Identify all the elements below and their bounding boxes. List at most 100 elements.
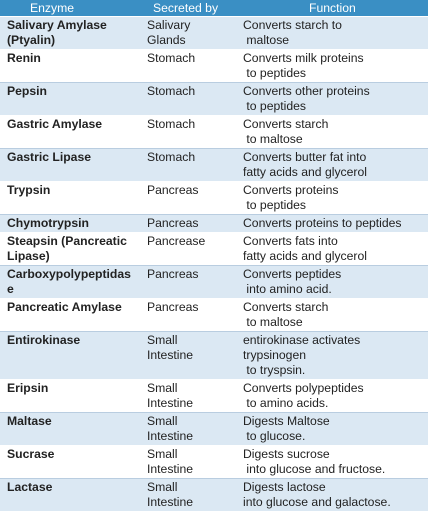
function-cell-line: Converts milk proteins (243, 51, 364, 65)
enzyme-cell-line: Gastric Amylase (7, 117, 103, 131)
header-secreted-by: Secreted by (145, 0, 241, 17)
function-cell-line: to glucose. (243, 429, 306, 443)
enzyme-cell: Sucrase (0, 445, 145, 479)
secreted-by-cell-line: Intestine (147, 462, 194, 476)
secreted-by-cell: Pancrease (145, 232, 241, 266)
table-row: Sucrase Small Intestine Digests sucrose int… (0, 445, 428, 479)
function-cell-line: to tryspsin. (243, 363, 306, 377)
table-row: Carboxypolypeptidas e Pancreas Converts pep… (0, 265, 428, 299)
function-cell-line: Converts starch (243, 300, 329, 314)
secreted-by-cell: Small Intestine (145, 331, 241, 380)
function-cell-line: Digests lactose (243, 480, 326, 494)
function-cell: Digests lactose into glucose and galactos… (241, 478, 428, 512)
function-cell: Converts milk proteins to peptides (241, 49, 428, 83)
function-cell-line: maltose (243, 33, 290, 47)
enzyme-cell: Carboxypolypeptidas e (0, 265, 145, 299)
secreted-by-cell: Pancreas (145, 181, 241, 215)
secreted-by-cell-line: Pancreas (147, 267, 199, 281)
function-cell-line: into glucose and galactose. (243, 495, 391, 509)
function-cell: Converts starch to maltose (241, 298, 428, 332)
function-cell-line: Converts starch (243, 117, 329, 131)
secreted-by-cell-line: Intestine (147, 348, 194, 362)
table-row: Renin Stomach Converts milk proteins to pe… (0, 49, 428, 83)
secreted-by-cell: Stomach (145, 115, 241, 149)
secreted-by-cell-line: Glands (147, 33, 186, 47)
enzyme-cell-line: Lactase (7, 480, 53, 494)
enzyme-cell: Chymotrypsin (0, 214, 145, 233)
secreted-by-cell-line: Pancrease (147, 234, 206, 248)
table-row: Chymotrypsin Pancreas Converts proteins to… (0, 214, 428, 233)
secreted-by-cell: Stomach (145, 49, 241, 83)
enzyme-cell: Eripsin (0, 379, 145, 413)
table-row: Pancreatic Amylase Pancreas Converts starc… (0, 298, 428, 332)
function-cell: Converts proteins to peptides (241, 214, 428, 233)
enzyme-cell-line: Sucrase (7, 447, 55, 461)
enzyme-cell: Salivary Amylase (Ptyalin) (0, 16, 145, 50)
function-cell: Converts other proteins to peptides (241, 82, 428, 116)
secreted-by-cell-line: Small (147, 381, 178, 395)
enzyme-cell: Steapsin (Pancreatic Lipase) (0, 232, 145, 266)
secreted-by-cell-line: Pancreas (147, 300, 199, 314)
secreted-by-cell: Stomach (145, 148, 241, 182)
secreted-by-cell-line: Small (147, 480, 178, 494)
enzyme-cell: Pepsin (0, 82, 145, 116)
enzyme-cell-line: Pancreatic Amylase (7, 300, 122, 314)
header-function: Function (241, 0, 428, 17)
secreted-by-cell-line: Pancreas (147, 216, 199, 230)
enzyme-cell-line: Chymotrypsin (7, 216, 89, 230)
enzyme-cell: Maltase (0, 412, 145, 446)
function-cell-line: Converts polypeptides (243, 381, 364, 395)
enzyme-cell-line: Carboxypolypeptidas (7, 267, 131, 281)
enzyme-cell: Renin (0, 49, 145, 83)
function-cell: entirokinase activates trypsinogen to try… (241, 331, 428, 380)
secreted-by-cell: Salivary Glands (145, 16, 241, 50)
function-cell-line: fatty acids and glycerol (243, 165, 367, 179)
function-cell-line: into glucose and fructose. (243, 462, 386, 476)
secreted-by-cell: Small Intestine (145, 379, 241, 413)
secreted-by-cell-line: Small (147, 414, 178, 428)
secreted-by-cell-line: Small (147, 447, 178, 461)
function-cell: Converts polypeptides to amino acids. (241, 379, 428, 413)
function-cell-line: Digests sucrose (243, 447, 330, 461)
enzyme-cell: Entirokinase (0, 331, 145, 380)
secreted-by-cell: Stomach (145, 82, 241, 116)
secreted-by-cell-line: Stomach (147, 117, 196, 131)
function-cell-line: Digests Maltose (243, 414, 330, 428)
function-cell-line: Converts other proteins (243, 84, 370, 98)
enzyme-cell-line: Lipase) (7, 249, 50, 263)
enzyme-cell-line: Salivary Amylase (7, 18, 107, 32)
function-cell: Digests sucrose into glucose and fructos… (241, 445, 428, 479)
table-row: Gastric Lipase Stomach Converts butter fat… (0, 148, 428, 182)
function-cell-line: Converts proteins to peptides (243, 216, 402, 230)
enzyme-cell-line: Steapsin (Pancreatic (7, 234, 127, 248)
enzyme-cell-line: Maltase (7, 414, 52, 428)
function-cell-line: into amino acid. (243, 282, 332, 296)
enzyme-cell-line: Gastric Lipase (7, 150, 91, 164)
secreted-by-cell-line: Salivary (147, 18, 191, 32)
function-cell-line: to maltose (243, 132, 303, 146)
enzyme-cell-line: Renin (7, 51, 41, 65)
function-cell: Converts starch to maltose (241, 16, 428, 50)
table-row: Pepsin Stomach Converts other proteins to … (0, 82, 428, 116)
secreted-by-cell: Pancreas (145, 265, 241, 299)
function-cell-line: Converts fats into (243, 234, 338, 248)
function-cell: Converts fats into fatty acids and glycer… (241, 232, 428, 266)
secreted-by-cell-line: Pancreas (147, 183, 199, 197)
function-cell-line: fatty acids and glycerol (243, 249, 367, 263)
function-cell-line: Converts starch to (243, 18, 342, 32)
table-row: Entirokinase Small Intestine entirokinase a… (0, 331, 428, 380)
enzyme-cell-line: Pepsin (7, 84, 47, 98)
table-body: Salivary Amylase (Ptyalin) Salivary Glands C… (0, 16, 428, 512)
enzyme-cell: Trypsin (0, 181, 145, 215)
secreted-by-cell-line: Intestine (147, 495, 194, 509)
enzyme-cell-line: (Ptyalin) (7, 33, 56, 47)
function-cell-line: Converts butter fat into (243, 150, 367, 164)
enzyme-cell-line: Eripsin (7, 381, 49, 395)
secreted-by-cell-line: Small (147, 333, 178, 347)
function-cell-line: to amino acids. (243, 396, 329, 410)
function-cell-line: Converts peptides (243, 267, 342, 281)
table-row: Eripsin Small Intestine Converts polypeptid… (0, 379, 428, 413)
enzyme-cell: Pancreatic Amylase (0, 298, 145, 332)
secreted-by-cell: Pancreas (145, 214, 241, 233)
